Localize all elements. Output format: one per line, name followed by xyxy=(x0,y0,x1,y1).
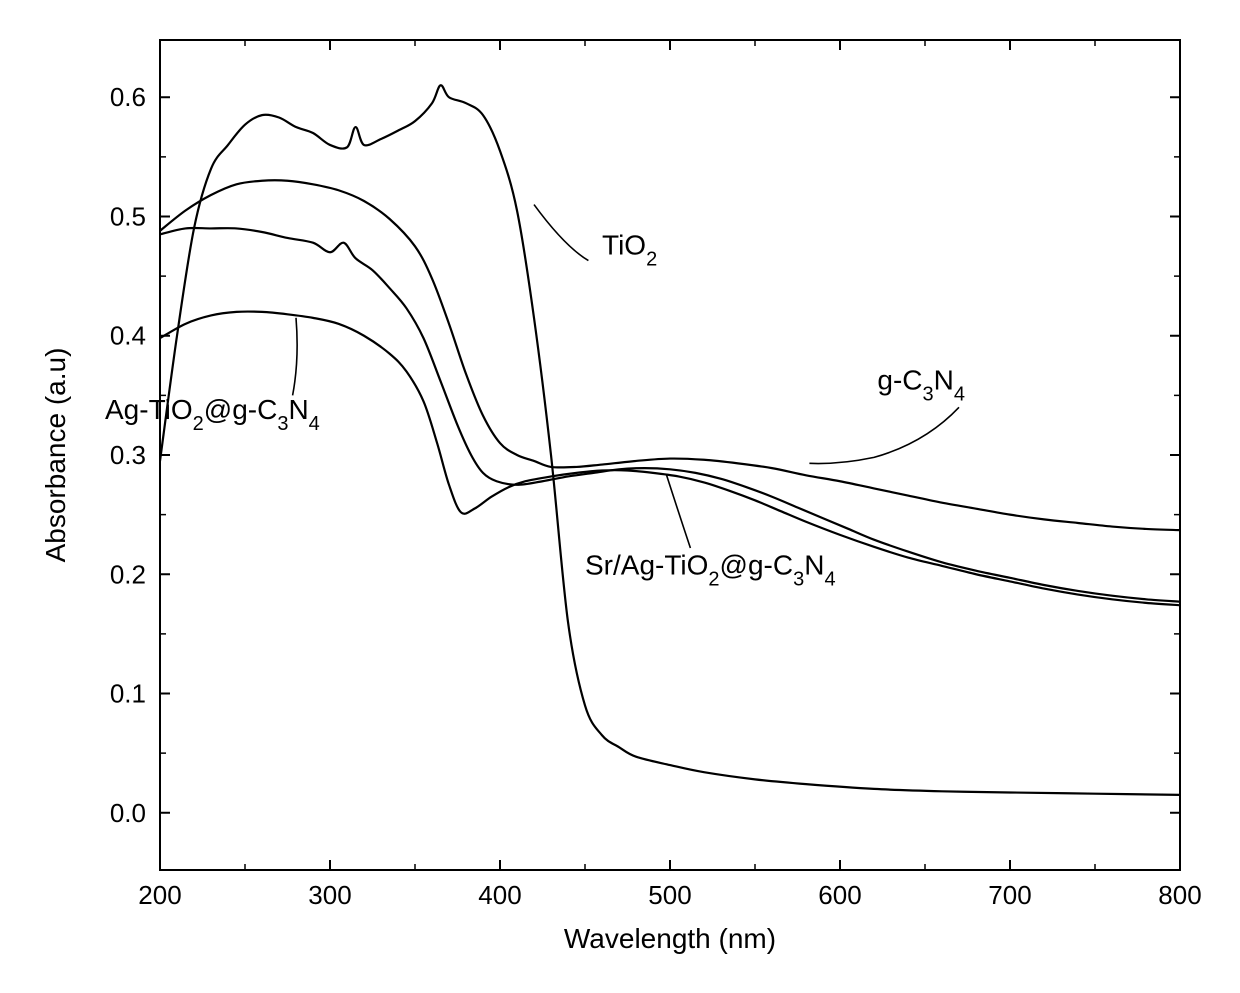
x-tick-label: 800 xyxy=(1158,880,1201,910)
x-tick-label: 400 xyxy=(478,880,521,910)
chart-svg: 200 300 400 500 600 700 800 0.0 0.1 0.2 0.3 0.4 0.5 0… xyxy=(0,0,1240,993)
x-tick-label: 500 xyxy=(648,880,691,910)
y-tick-label: 0.1 xyxy=(110,679,146,709)
y-tick-label: 0.3 xyxy=(110,440,146,470)
x-tick-label: 200 xyxy=(138,880,181,910)
y-tick-label: 0.0 xyxy=(110,798,146,828)
x-tick-label: 700 xyxy=(988,880,1031,910)
y-tick-label: 0.4 xyxy=(110,321,146,351)
x-tick-label: 600 xyxy=(818,880,861,910)
x-tick-label: 300 xyxy=(308,880,351,910)
x-axis-label: Wavelength (nm) xyxy=(564,923,776,954)
y-tick-label: 0.2 xyxy=(110,559,146,589)
y-tick-label: 0.5 xyxy=(110,201,146,231)
absorbance-chart: 200 300 400 500 600 700 800 0.0 0.1 0.2 0.3 0.4 0.5 0… xyxy=(0,0,1240,993)
y-tick-label: 0.6 xyxy=(110,82,146,112)
y-axis-label: Absorbance (a.u) xyxy=(40,348,71,563)
